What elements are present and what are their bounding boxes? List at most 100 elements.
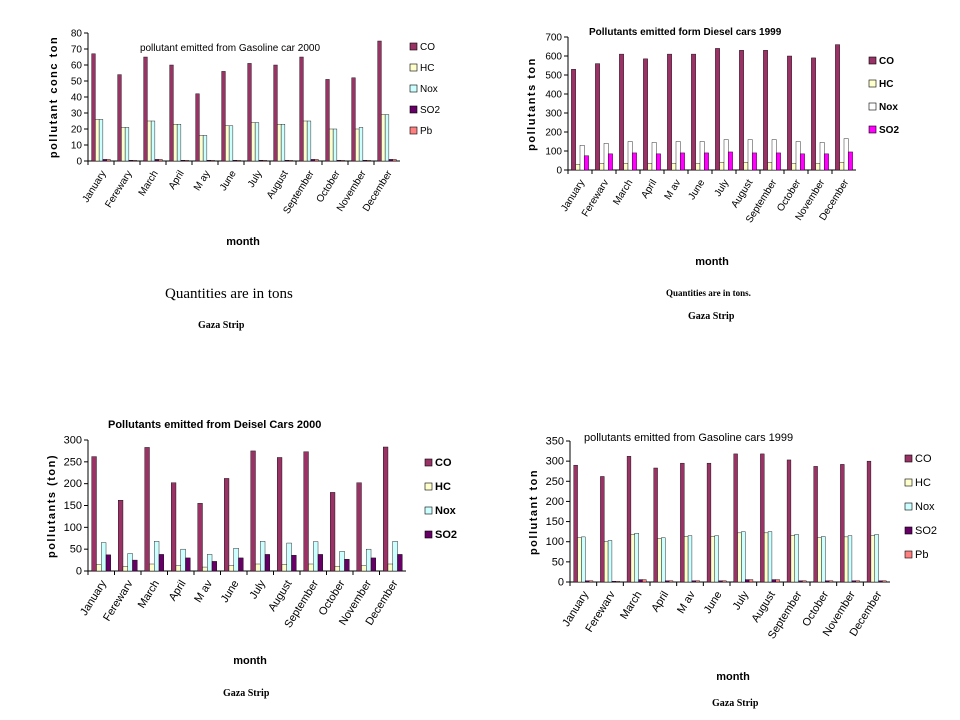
bar-co-april	[653, 467, 658, 583]
x-axis-label: month	[233, 655, 267, 667]
bar-nox-may	[202, 135, 208, 162]
bar-nox-january	[101, 542, 107, 572]
legend-swatch-so2	[868, 125, 877, 134]
bar-nox-april	[651, 142, 657, 171]
bar-hc-january	[577, 537, 582, 583]
bar-hc-september	[767, 162, 773, 171]
bar-hc-september	[303, 120, 308, 162]
y-tick-label: 100	[545, 147, 562, 158]
bar-so2-december	[397, 554, 403, 572]
bar-co-april	[643, 58, 648, 171]
x-tick-label: M ay	[192, 169, 213, 193]
bar-so2-december	[878, 580, 883, 583]
legend-label-nox: Nox	[435, 505, 457, 517]
bar-pb-march	[158, 159, 163, 162]
bar-nox-april	[176, 123, 182, 162]
legend-label-so2: SO2	[420, 105, 440, 116]
bar-so2-november	[362, 159, 367, 162]
bar-so2-october	[344, 559, 350, 572]
bar-hc-october	[334, 566, 340, 572]
legend-label-so2: SO2	[879, 125, 899, 136]
bar-hc-january	[96, 564, 102, 572]
bar-co-september	[786, 459, 792, 583]
bar-nox-mav	[675, 141, 681, 171]
bar-co-october	[813, 466, 818, 583]
bar-hc-april	[647, 163, 653, 171]
y-tick-label: 200	[64, 478, 82, 490]
bar-pb-march	[642, 579, 647, 583]
bar-pb-july	[262, 159, 267, 162]
bar-hc-january	[575, 164, 581, 171]
y-tick-label: 70	[71, 45, 83, 56]
legend-label-co: CO	[879, 56, 894, 67]
bar-so2-november	[824, 153, 829, 171]
legend-label-hc: HC	[435, 481, 451, 493]
bar-pb-april	[668, 580, 674, 583]
bar-so2-july	[728, 151, 733, 171]
bar-co-december	[866, 460, 872, 583]
x-tick-label: M av	[663, 178, 684, 202]
bar-hc-ferewarv	[604, 541, 609, 583]
y-tick-label: 350	[546, 436, 564, 448]
y-tick-label: 80	[71, 29, 83, 40]
x-axis-label: month	[716, 671, 750, 683]
bar-co-october	[325, 79, 330, 162]
bar-hc-july	[251, 122, 256, 162]
bar-so2-january	[102, 159, 107, 162]
bar-so2-september	[310, 159, 315, 162]
bar-hc-september	[790, 535, 795, 583]
legend-label-hc: HC	[915, 477, 931, 489]
caption-region-4: Gaza Strip	[712, 698, 759, 709]
bar-so2-september	[776, 152, 781, 171]
bar-pb-september	[802, 580, 807, 583]
bar-nox-november	[358, 127, 364, 162]
bar-so2-april	[665, 580, 670, 583]
y-tick-label: 50	[552, 556, 564, 568]
bar-nox-january	[581, 536, 586, 583]
bar-co-march	[626, 456, 632, 583]
bar-nox-mav	[687, 535, 693, 583]
x-tick-label: M av	[675, 589, 698, 616]
bar-hc-ferewarv	[599, 163, 605, 171]
bar-so2-july	[258, 159, 263, 162]
bar-nox-december	[874, 534, 879, 583]
chart-title: pollutants emitted from Gasoline cars 19…	[584, 432, 793, 444]
x-tick-label: April	[649, 589, 671, 614]
y-tick-label: 0	[556, 166, 562, 177]
legend-label-nox: Nox	[915, 501, 935, 513]
legend-swatch-so2	[904, 526, 913, 535]
x-tick-label: March	[136, 578, 162, 610]
caption-quantities-2: Quantities are in tons.	[666, 288, 751, 298]
bar-co-october	[787, 55, 792, 171]
y-tick-label: 150	[64, 500, 82, 512]
bar-pb-august	[288, 159, 293, 162]
x-tick-label: April	[639, 178, 659, 201]
bar-pb-august	[775, 579, 780, 583]
bar-hc-september	[308, 563, 314, 572]
y-tick-label: 100	[64, 522, 82, 534]
bar-so2-august	[771, 579, 776, 583]
bar-so2-january	[585, 580, 590, 583]
bar-hc-march	[149, 563, 155, 572]
bar-nox-ferewarv	[607, 540, 613, 583]
bar-so2-ferewarv	[611, 580, 616, 583]
bar-co-march	[143, 56, 148, 162]
bar-so2-ferewarv	[608, 153, 613, 171]
bar-co-ferewarv	[118, 500, 124, 572]
bar-co-december	[835, 44, 840, 171]
legend-swatch-nox	[868, 102, 877, 111]
legend-swatch-hc	[904, 478, 913, 487]
bar-nox-june	[699, 141, 705, 171]
bar-nox-september	[306, 120, 312, 162]
legend-label-hc: HC	[420, 63, 434, 74]
bar-co-december	[377, 40, 382, 162]
bar-co-november	[351, 77, 356, 162]
bar-hc-april	[175, 565, 181, 572]
bar-nox-november	[366, 548, 372, 572]
bar-co-january	[573, 464, 578, 583]
bar-co-mav	[667, 53, 672, 171]
bar-co-november	[811, 57, 816, 171]
bar-pb-october	[828, 580, 834, 583]
